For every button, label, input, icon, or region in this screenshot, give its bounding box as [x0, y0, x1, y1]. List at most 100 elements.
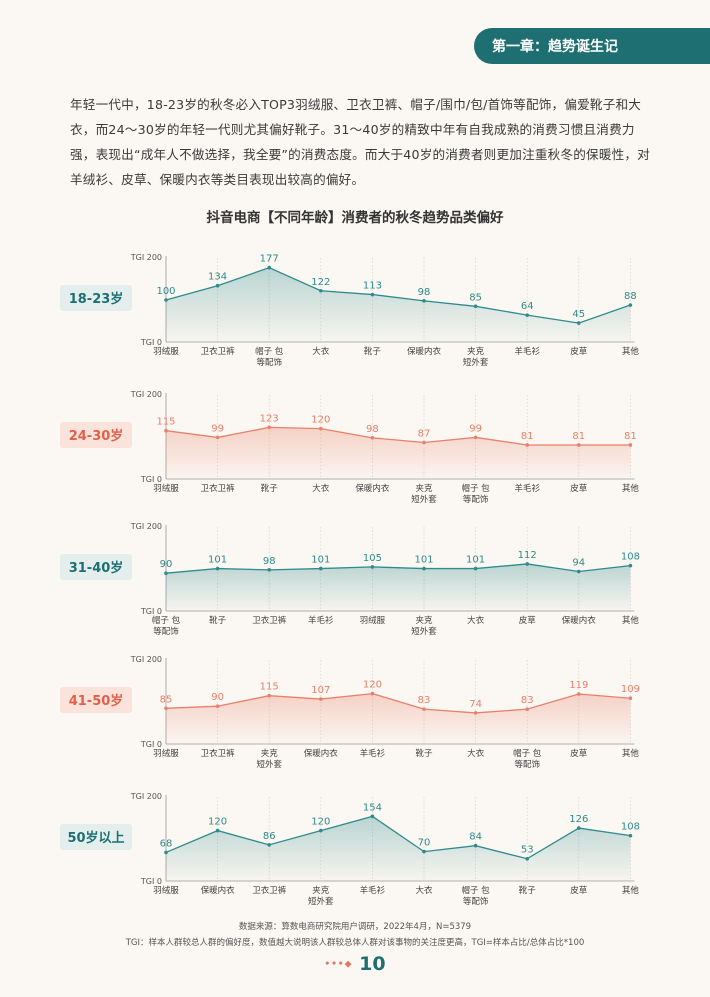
category-label: 大衣 — [467, 748, 485, 759]
data-label: 115 — [156, 417, 175, 428]
data-label: 113 — [363, 281, 382, 292]
age-group-badge — [60, 554, 132, 580]
age-group-badge — [60, 824, 132, 850]
category-label: 皮草 — [570, 748, 588, 759]
data-label: 90 — [211, 692, 224, 703]
data-point — [319, 566, 323, 571]
category-label: 羊毛衫 — [514, 483, 540, 494]
data-label: 98 — [263, 556, 276, 567]
series-area — [166, 427, 631, 479]
data-point — [164, 571, 168, 575]
data-point — [577, 569, 581, 574]
data-label: 107 — [311, 685, 330, 696]
category-label: 靴子 — [364, 346, 382, 357]
data-point — [267, 693, 272, 698]
category-label: 其他 — [622, 483, 640, 494]
data-source-note: 数据来源：算数电商研究院用户调研，2022年4月，N=5379 — [238, 922, 472, 932]
age-group-badge — [60, 285, 132, 311]
data-point — [525, 443, 529, 447]
data-point — [370, 691, 375, 696]
data-label: 108 — [621, 552, 640, 563]
category-label: 靴子 — [209, 615, 227, 626]
data-label: 83 — [521, 695, 534, 706]
category-label: 帽子 包等配饰 — [152, 615, 181, 637]
category-label: 卫衣卫裤 — [201, 483, 236, 494]
data-point — [164, 850, 168, 855]
category-label: 卫衣卫裤 — [201, 346, 236, 357]
data-point — [319, 828, 323, 833]
category-label: 夹克短外套 — [256, 748, 282, 770]
category-label: 其他 — [622, 615, 640, 626]
data-label: 123 — [260, 413, 279, 424]
data-point — [577, 443, 581, 447]
data-label: 84 — [469, 832, 482, 843]
category-label: 靴子 — [261, 483, 279, 494]
category-label: 皮草 — [519, 615, 537, 626]
data-point — [422, 566, 426, 571]
age-group-label: 50岁以上 — [67, 830, 124, 846]
data-point — [319, 697, 323, 701]
category-label: 其他 — [622, 346, 640, 357]
y-bottom-label: TGI 0 — [140, 877, 162, 886]
series-line — [165, 815, 631, 860]
data-point — [370, 436, 375, 440]
data-label: 81 — [521, 431, 534, 442]
data-point — [164, 428, 168, 433]
data-point — [473, 435, 478, 440]
data-label: 126 — [569, 814, 588, 825]
data-label: 99 — [469, 423, 482, 434]
category-label: 夹克短外套 — [463, 346, 489, 368]
data-label: 45 — [572, 309, 585, 320]
data-label: 109 — [621, 684, 640, 695]
data-point — [164, 298, 168, 302]
data-label: 74 — [469, 699, 482, 710]
data-label: 88 — [624, 291, 637, 302]
category-label: 帽子 包等配饰 — [513, 748, 542, 770]
page-number: •••◆ 10 — [0, 953, 710, 975]
category-label: 羽绒服 — [153, 748, 179, 759]
data-point — [215, 828, 220, 833]
category-label: 大衣 — [415, 885, 433, 896]
category-label: 保暖内衣 — [562, 615, 597, 626]
data-point — [473, 566, 478, 571]
tgi-definition-note: TGI：样本人群较总人群的偏好度，数值越大说明该人群较总体人群对该事物的关注度更… — [125, 938, 585, 948]
data-point — [370, 814, 375, 819]
data-label: 122 — [311, 277, 330, 288]
chart-0: 18-23岁 TGI 200 TGI 0 100 134 177 122 113 98 85 64 4… — [60, 253, 639, 368]
category-label: 皮草 — [570, 346, 588, 357]
data-point — [525, 313, 529, 317]
data-point — [267, 843, 272, 847]
chart-2: 31-40岁 TGI 200 TGI 0 90 101 98 101 105 101 101 112… — [60, 522, 640, 637]
data-label: 98 — [366, 424, 379, 435]
data-label: 134 — [208, 272, 227, 283]
category-label: 羊毛衫 — [514, 346, 540, 357]
y-bottom-label: TGI 0 — [140, 607, 162, 616]
data-label: 86 — [263, 831, 276, 842]
category-label: 羽绒服 — [153, 885, 179, 896]
y-top-label: TGI 200 — [130, 390, 162, 399]
series-area — [166, 693, 631, 744]
data-label: 100 — [156, 286, 175, 297]
category-label: 卫衣卫裤 — [201, 748, 236, 759]
data-point — [628, 443, 633, 447]
intro-paragraph: 年轻一代中，18-23岁的秋冬必入TOP3羽绒服、卫衣卫裤、帽子/围巾/包/首饰… — [70, 97, 651, 187]
category-label: 羽绒服 — [360, 615, 386, 626]
chapter-tab: 第一章：趋势诞生记 — [474, 28, 710, 64]
data-label: 177 — [260, 254, 279, 265]
data-label: 154 — [363, 802, 382, 813]
data-point — [422, 849, 426, 854]
y-top-label: TGI 200 — [130, 655, 162, 664]
data-point — [215, 704, 220, 708]
data-point — [577, 692, 581, 696]
category-label: 羊毛衫 — [308, 615, 334, 626]
data-point — [370, 565, 375, 569]
data-label: 120 — [363, 680, 382, 691]
category-label: 皮草 — [570, 483, 588, 494]
data-point — [215, 566, 220, 571]
data-label: 98 — [418, 287, 431, 298]
data-point — [628, 833, 633, 838]
category-label: 大衣 — [312, 483, 330, 494]
y-top-label: TGI 200 — [130, 253, 162, 262]
data-label: 101 — [414, 555, 433, 566]
data-label: 101 — [466, 555, 485, 566]
